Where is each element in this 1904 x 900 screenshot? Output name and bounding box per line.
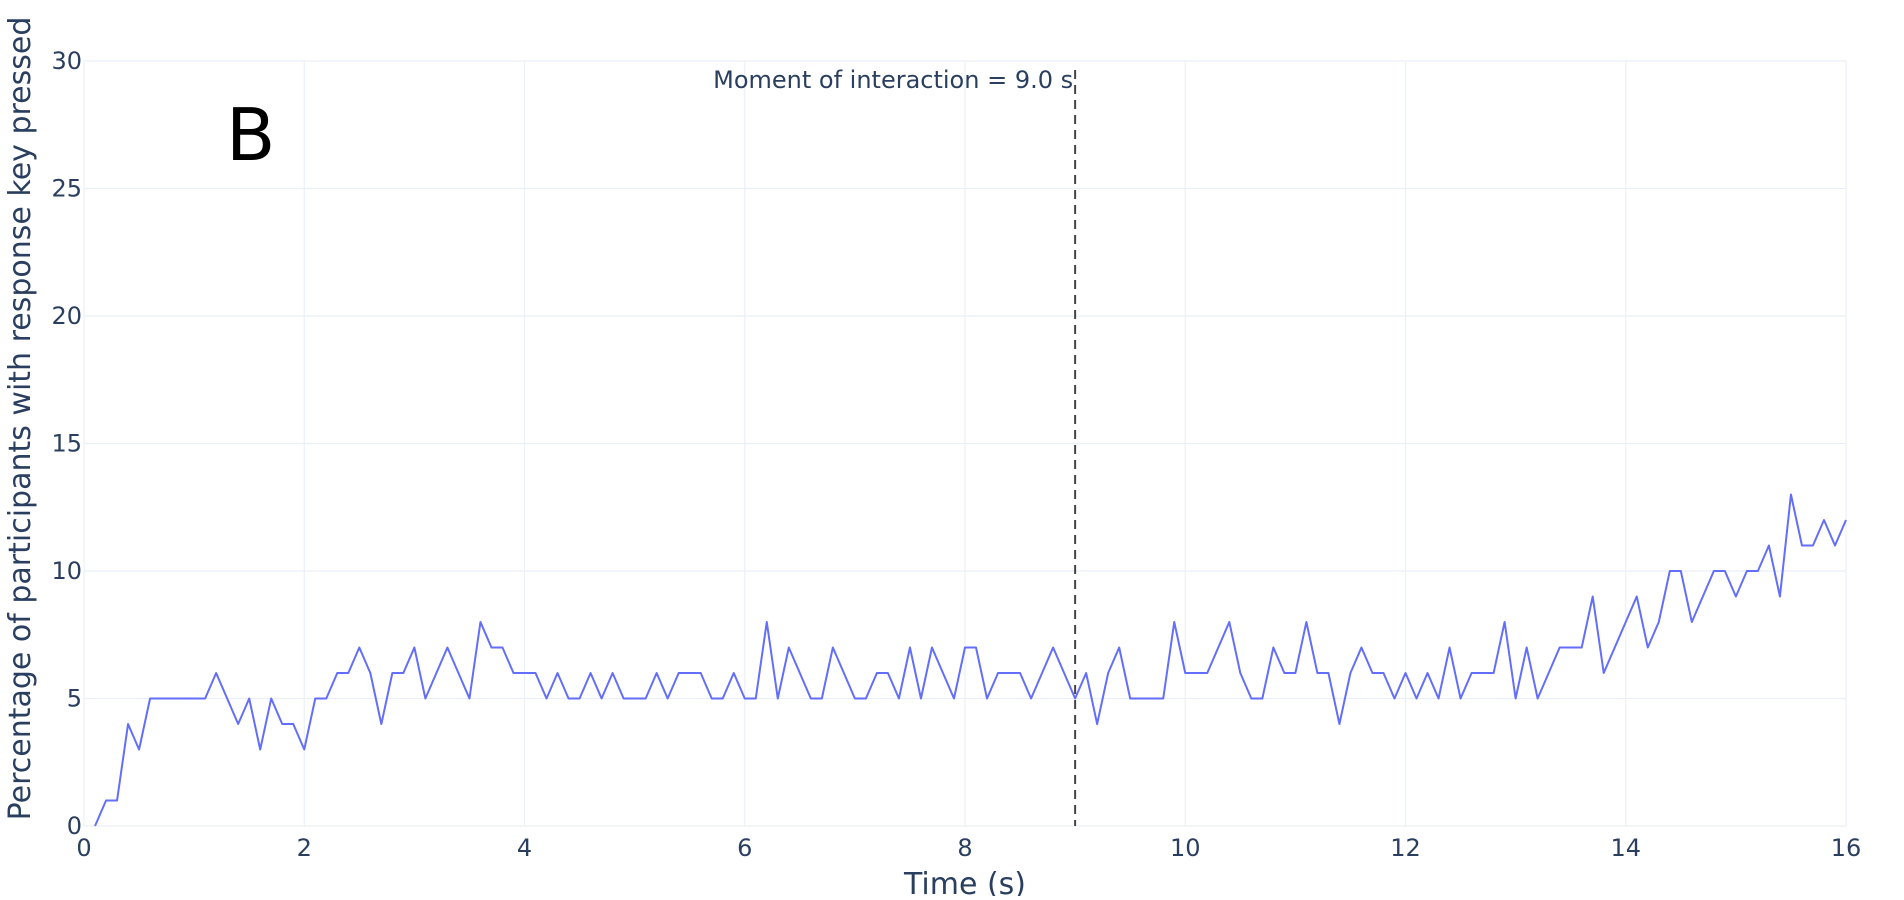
- y-tick-label: 5: [67, 685, 82, 713]
- x-tick-label: 14: [1610, 834, 1641, 862]
- tick-labels: 0 2 4 6 8 10 12 14 16 0 5 10 15 20 25 30: [51, 47, 1861, 862]
- grid: [83, 60, 1847, 827]
- x-tick-label: 0: [76, 834, 91, 862]
- x-tick-label: 6: [737, 834, 752, 862]
- y-tick-label: 20: [51, 302, 82, 330]
- interaction-annotation-label: Moment of interaction = 9.0 s: [713, 66, 1073, 94]
- x-tick-label: 10: [1170, 834, 1201, 862]
- x-tick-label: 16: [1831, 834, 1862, 862]
- series-layer: [94, 493, 1847, 827]
- x-tick-label: 4: [517, 834, 532, 862]
- x-tick-label: 8: [957, 834, 972, 862]
- y-tick-label: 15: [51, 430, 82, 458]
- y-tick-label: 0: [67, 812, 82, 840]
- series-line: [94, 493, 1847, 827]
- y-tick-label: 10: [51, 557, 82, 585]
- annotation-layer: Moment of interaction = 9.0 s: [713, 66, 1077, 826]
- x-tick-label: 2: [297, 834, 312, 862]
- panel-label: B: [226, 93, 275, 177]
- x-axis-title: Time (s): [903, 867, 1026, 896]
- y-axis-title: Percentage of participants with response…: [3, 17, 38, 821]
- y-tick-label: 30: [51, 47, 82, 75]
- y-tick-label: 25: [51, 175, 82, 203]
- x-tick-label: 12: [1390, 834, 1421, 862]
